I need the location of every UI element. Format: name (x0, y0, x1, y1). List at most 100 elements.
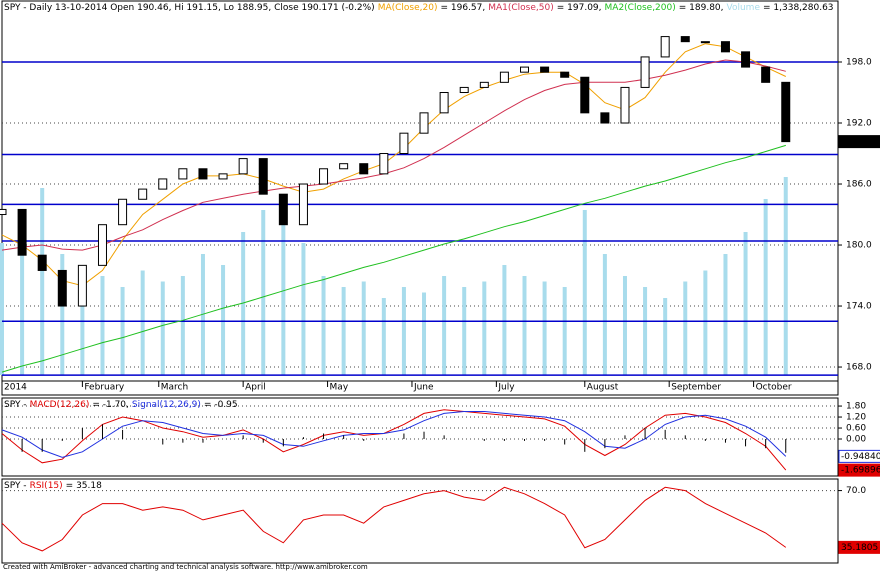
candle (359, 163, 369, 175)
candle (499, 71, 509, 83)
volume-bar (763, 199, 768, 375)
y-tick-label: 1.80 (846, 402, 866, 412)
candle (419, 112, 429, 134)
y-tick-label: 0.00 (846, 435, 866, 445)
value-box (838, 540, 880, 554)
candle (37, 254, 47, 271)
candle (459, 86, 469, 94)
macd-panel (1, 397, 839, 477)
series-line (1, 59, 786, 251)
y-tick-label: 174.0 (846, 302, 872, 312)
volume-bar (703, 270, 708, 375)
candle (540, 66, 550, 73)
y-tick-label: 1.20 (846, 413, 866, 423)
candle (258, 158, 268, 195)
x-tick-label: September (671, 383, 721, 393)
volume-bar (743, 232, 748, 375)
volume-bar (80, 265, 85, 375)
volume-bar (542, 281, 547, 375)
candle (218, 173, 228, 180)
series-line (1, 43, 787, 287)
price-panel (1, 0, 839, 396)
candle (0, 208, 7, 216)
candle (439, 92, 449, 114)
legend-name: MACD(12,26) (30, 400, 90, 410)
legend-value: = 35.18 (66, 481, 102, 491)
legend-name: MA2(Close,200) (605, 3, 676, 13)
volume-bar (261, 210, 266, 375)
candle (580, 76, 590, 114)
volume-bar (321, 276, 326, 375)
volume-bar (442, 276, 447, 375)
value-box (838, 449, 880, 463)
legend-name: Signal(12,26,9) (132, 400, 201, 410)
volume-bar (160, 281, 165, 375)
candle (399, 132, 409, 155)
candle (298, 183, 308, 226)
y-tick-label: 180.0 (846, 241, 872, 251)
legend-title: SPY - Daily 13-10-2014 Open 190.46, Hi 1… (4, 3, 375, 13)
candle (741, 51, 751, 68)
volume-bar (622, 276, 627, 375)
value-label: -0.94840 (841, 452, 880, 462)
y-tick-label: 192.0 (846, 119, 872, 129)
volume-bar (401, 287, 406, 375)
legend-value: = -1.70, (92, 400, 129, 410)
candle (278, 193, 288, 226)
series-line (1, 411, 787, 458)
candle (17, 208, 27, 256)
x-tick-label: March (161, 383, 188, 393)
y-tick-label: 70.0 (846, 486, 866, 496)
volume-bar (221, 265, 226, 375)
legend: SPY - Daily 13-10-2014 Open 190.46, Hi 1… (4, 3, 834, 13)
x-tick-label: October (756, 383, 792, 393)
legend-value: = 189.80, (679, 3, 724, 13)
candle (600, 112, 610, 124)
volume-bar (120, 287, 125, 375)
candle (339, 163, 349, 170)
candle (379, 153, 389, 175)
volume-bar (643, 287, 648, 375)
value-label: 190.171 (841, 137, 878, 147)
y-tick-label: 186.0 (846, 180, 872, 190)
footer: Created with AmiBroker - advanced charti… (3, 563, 368, 571)
legend-title: SPY - (4, 400, 27, 410)
candle (660, 36, 670, 58)
legend-name: Volume (727, 3, 761, 13)
volume-bar (180, 276, 185, 375)
candle (520, 66, 529, 73)
volume-bar (562, 287, 567, 375)
value-label: -1.69896 (841, 466, 880, 476)
volume-bar (482, 281, 487, 375)
candle (118, 198, 128, 226)
candle (781, 81, 791, 143)
x-tick-label: February (84, 383, 125, 393)
value-box (838, 463, 880, 477)
volume-bar (20, 210, 25, 375)
rsi-panel (1, 478, 839, 564)
volume-bar (663, 298, 668, 375)
volume-bar (0, 243, 4, 375)
x-tick-label: April (245, 383, 266, 393)
volume-bar (40, 188, 45, 375)
volume-bar (723, 254, 728, 375)
series-line (1, 144, 786, 373)
legend-name: MA1(Close,50) (488, 3, 554, 13)
legend-value: = 1,338,280.63 (763, 3, 834, 13)
volume-bar (341, 287, 346, 375)
candle (620, 86, 630, 124)
legend-title: SPY - (4, 481, 27, 491)
candle (640, 56, 650, 88)
candle (761, 66, 771, 83)
volume-bar (140, 270, 145, 375)
legend-name: MA(Close,20) (378, 3, 438, 13)
y-tick-label: 198.0 (846, 58, 872, 68)
volume-bar (783, 177, 788, 375)
candle (97, 224, 107, 266)
volume-bar (381, 298, 386, 375)
volume-bar (281, 199, 286, 375)
volume-bar (301, 243, 306, 375)
candle (680, 36, 690, 43)
candle (198, 168, 208, 180)
